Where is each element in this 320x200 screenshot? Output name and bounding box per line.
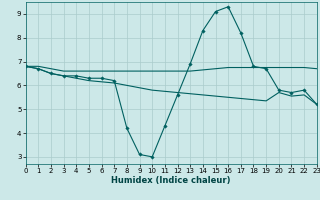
X-axis label: Humidex (Indice chaleur): Humidex (Indice chaleur) xyxy=(111,176,231,185)
